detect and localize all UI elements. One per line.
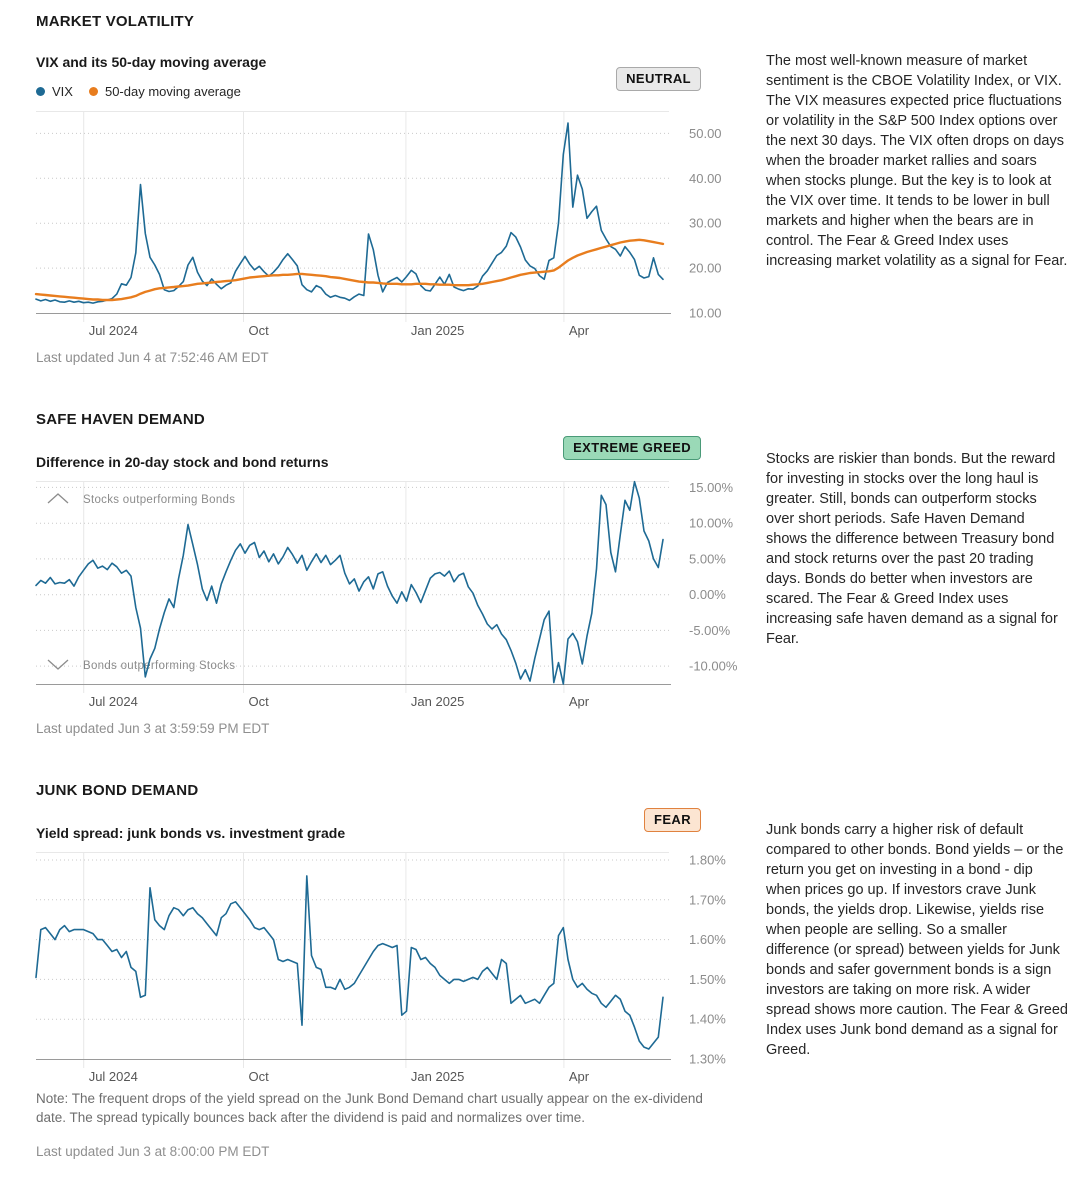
status-badge: NEUTRAL [616, 67, 701, 91]
moving-average-legend-dot-icon [88, 87, 98, 96]
y-tick-label: 20.00 [689, 261, 722, 276]
50-day-moving-average-line [34, 238, 665, 302]
chevron-down-icon [47, 659, 69, 670]
description-text: Junk bonds carry a higher risk of defaul… [766, 822, 1068, 1058]
y-tick-label: 10.00% [689, 516, 734, 531]
y-tick-label: 30.00 [689, 216, 722, 231]
market-volatility-chart-column: MARKET VOLATILITY VIX and its 50-day mov… [34, 13, 748, 365]
x-tick-label: Jul 2024 [89, 1069, 138, 1084]
x-tick-label: Jan 2025 [411, 1069, 465, 1084]
legend-item-vix: VIX [36, 84, 73, 99]
yield-spread-junk-bonds-vs-inv-line [35, 875, 664, 1050]
x-tick-label: Jul 2024 [89, 694, 138, 709]
vix-chart[interactable]: Jul 2024 Oct Jan 2025 Apr 50.00 40.00 30.00 20.… [34, 111, 736, 340]
x-tick-label: Oct [249, 323, 270, 338]
status-badge: FEAR [644, 808, 701, 832]
y-tick-label: 1.80% [689, 853, 726, 868]
last-updated: Last updated Jun 3 at 3:59:59 PM EDT [36, 721, 270, 736]
section-safe-haven-demand: EXTREME GREED SAFE HAVEN DEMAND Differen… [35, 411, 1077, 736]
chart-subtitle: Difference in 20-day stock and bond retu… [36, 454, 329, 470]
y-tick-label: 10.00 [689, 306, 722, 321]
section-heading: SAFE HAVEN DEMAND [36, 411, 205, 428]
section-market-volatility: NEUTRAL MARKET VOLATILITY VIX and its 50… [34, 13, 1077, 365]
x-tick-label: Apr [569, 1069, 590, 1084]
legend-label: 50-day moving average [104, 84, 241, 99]
y-tick-label: 1.70% [689, 892, 726, 907]
x-tick-label: Apr [569, 323, 590, 338]
x-tick-label: Jan 2025 [411, 694, 465, 709]
legend-item-moving-average: 50-day moving average [88, 84, 241, 99]
y-tick-label: 5.00% [689, 551, 726, 566]
junk-bond-chart[interactable]: Jul 2024 Oct Jan 2025 Apr 1.80% 1.70% 1.60% 1.5… [35, 852, 736, 1086]
safe-haven-chart[interactable]: Jul 2024 Oct Jan 2025 Apr 15.00% 10.00% 5.00% 0… [35, 480, 738, 711]
vix-line [35, 122, 664, 304]
x-tick-label: Oct [249, 1069, 270, 1084]
junk-bond-chart-column: JUNK BOND DEMAND Yield spread: junk bond… [35, 782, 748, 1159]
last-updated: Last updated Jun 4 at 7:52:46 AM EDT [36, 350, 269, 365]
chart-subtitle: VIX and its 50-day moving average [36, 54, 267, 70]
x-tick-label: Jan 2025 [411, 323, 465, 338]
annotation-stocks-outperforming: Stocks outperforming Bonds [83, 494, 235, 506]
last-updated: Last updated Jun 3 at 8:00:00 PM EDT [36, 1144, 270, 1159]
y-tick-label: -10.00% [689, 659, 738, 674]
y-tick-label: 40.00 [689, 171, 722, 186]
description-text: Stocks are riskier than bonds. But the r… [766, 451, 1058, 647]
y-tick-label: 15.00% [689, 480, 734, 495]
y-tick-label: -5.00% [689, 623, 731, 638]
section-heading: JUNK BOND DEMAND [36, 782, 199, 799]
section-junk-bond-demand: FEAR JUNK BOND DEMAND Yield spread: junk… [35, 782, 1077, 1159]
x-tick-label: Oct [249, 694, 270, 709]
chart-note: Note: The frequent drops of the yield sp… [36, 1091, 703, 1125]
y-tick-label: 1.50% [689, 972, 726, 987]
y-tick-label: 1.60% [689, 932, 726, 947]
chart-subtitle: Yield spread: junk bonds vs. investment … [36, 825, 346, 841]
y-tick-label: 50.00 [689, 126, 722, 141]
chart-legend: VIX 50-day moving average [36, 84, 748, 99]
description-text: The most well-known measure of market se… [766, 53, 1068, 269]
annotation-bonds-outperforming: Bonds outperforming Stocks [83, 660, 235, 672]
y-tick-label: 1.30% [689, 1052, 726, 1067]
section-heading: MARKET VOLATILITY [36, 13, 195, 30]
status-badge: EXTREME GREED [563, 436, 701, 460]
y-tick-label: 0.00% [689, 587, 726, 602]
vix-legend-dot-icon [36, 87, 45, 96]
difference-in-20-day-stock-and-line [35, 480, 664, 685]
legend-label: VIX [52, 84, 73, 99]
x-tick-label: Apr [569, 694, 590, 709]
chevron-up-icon [47, 493, 69, 504]
x-tick-label: Jul 2024 [89, 323, 138, 338]
safe-haven-chart-column: SAFE HAVEN DEMAND Difference in 20-day s… [35, 411, 748, 736]
y-tick-label: 1.40% [689, 1012, 726, 1027]
